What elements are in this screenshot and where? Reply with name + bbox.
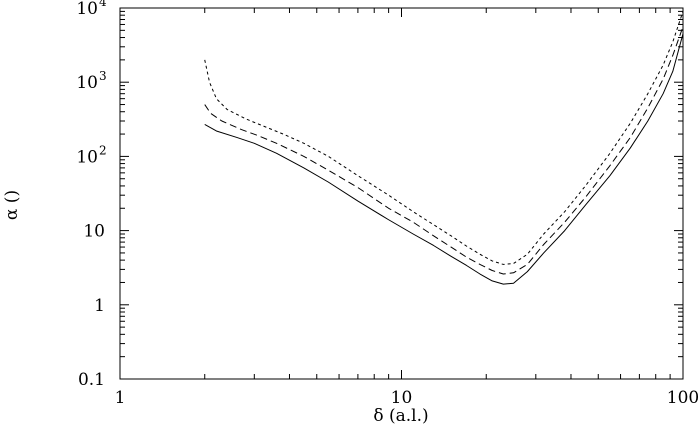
plot-frame bbox=[119, 7, 684, 380]
y-tick-label: 1 bbox=[94, 296, 105, 316]
x-tick-label: 1 bbox=[115, 388, 126, 408]
x-tick-label: 100 bbox=[667, 388, 698, 408]
y-tick-label-exponent: 4 bbox=[99, 0, 107, 9]
series-line-solid bbox=[204, 33, 684, 285]
y-tick-label: 10 bbox=[76, 0, 98, 19]
x-axis-label: δ (a.l.) bbox=[373, 406, 428, 426]
y-tick-label-exponent: 3 bbox=[99, 69, 107, 83]
y-tick-label: 0.1 bbox=[78, 370, 105, 390]
x-tick-label: 10 bbox=[391, 388, 413, 408]
y-tick-label: 10 bbox=[76, 73, 98, 93]
y-tick-label: 10 bbox=[76, 147, 98, 167]
y-tick-label: 10 bbox=[83, 222, 105, 242]
series-line-dotted bbox=[204, 11, 684, 265]
y-axis-label: α () bbox=[2, 190, 22, 220]
series-layer bbox=[204, 11, 684, 285]
y-tick-label-exponent: 2 bbox=[99, 143, 107, 157]
series-line-dashed bbox=[204, 26, 684, 275]
